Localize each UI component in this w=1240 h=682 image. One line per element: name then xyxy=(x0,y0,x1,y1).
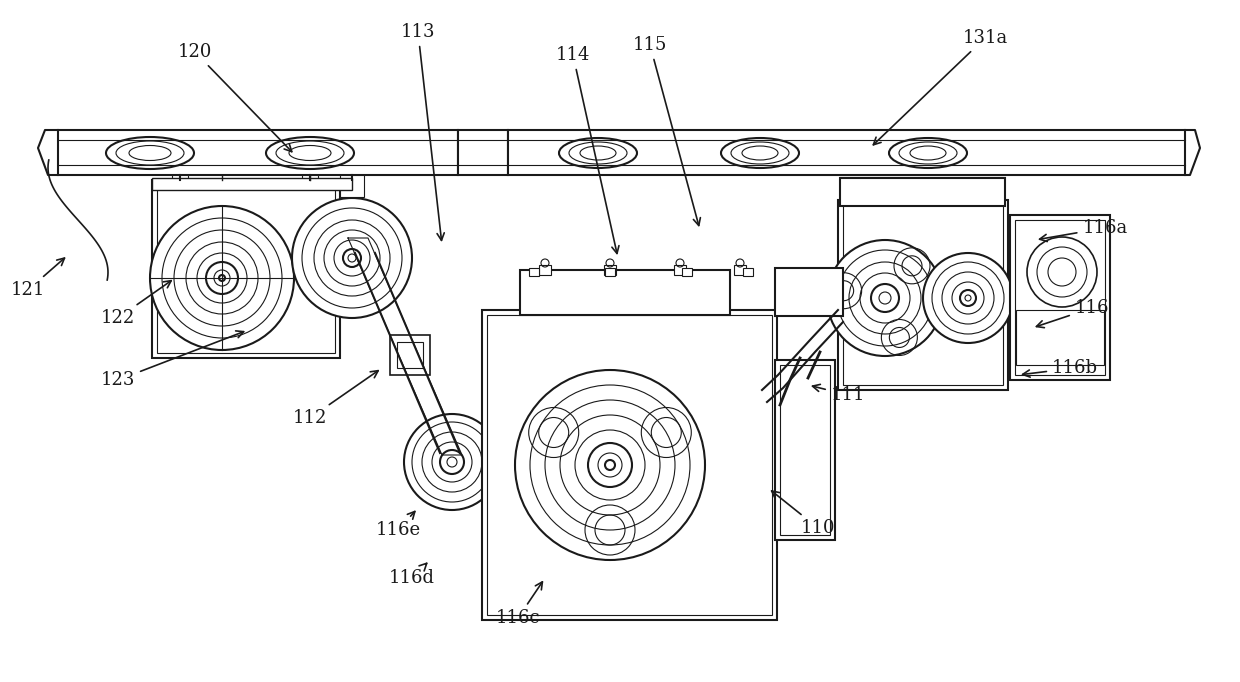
Circle shape xyxy=(150,206,294,350)
Text: 116: 116 xyxy=(1037,299,1110,327)
Text: 121: 121 xyxy=(11,258,64,299)
Bar xyxy=(734,265,746,275)
Text: 115: 115 xyxy=(632,36,701,226)
Bar xyxy=(391,335,430,375)
Circle shape xyxy=(291,198,412,318)
Bar xyxy=(157,185,335,353)
Bar xyxy=(508,130,1185,175)
Bar xyxy=(340,175,365,197)
Circle shape xyxy=(923,253,1013,343)
Ellipse shape xyxy=(105,137,193,169)
Bar xyxy=(303,175,317,187)
Text: 116e: 116e xyxy=(376,512,420,539)
Bar xyxy=(780,365,830,535)
Bar xyxy=(153,180,340,358)
Ellipse shape xyxy=(720,138,799,168)
Bar xyxy=(58,130,458,175)
Circle shape xyxy=(515,370,706,560)
Bar xyxy=(1016,220,1105,375)
Bar xyxy=(482,310,777,620)
Bar xyxy=(172,175,188,187)
Bar xyxy=(775,360,835,540)
Bar xyxy=(1016,310,1104,365)
Text: 112: 112 xyxy=(293,370,378,427)
Text: 111: 111 xyxy=(812,385,866,404)
Bar xyxy=(529,268,539,276)
Text: 113: 113 xyxy=(401,23,444,240)
Text: 116c: 116c xyxy=(496,582,542,627)
Text: 114: 114 xyxy=(556,46,619,254)
Bar xyxy=(397,342,423,368)
Bar xyxy=(487,315,773,615)
Bar xyxy=(675,265,686,275)
Bar xyxy=(743,268,753,276)
Text: 116a: 116a xyxy=(1039,219,1127,241)
Bar xyxy=(605,268,615,276)
Bar xyxy=(775,268,843,316)
Circle shape xyxy=(827,240,942,356)
Bar xyxy=(682,268,692,276)
Text: 120: 120 xyxy=(177,43,291,151)
Bar xyxy=(153,178,352,190)
Bar xyxy=(604,265,616,275)
Text: 116d: 116d xyxy=(389,563,435,587)
Text: 131a: 131a xyxy=(873,29,1008,145)
Circle shape xyxy=(404,414,500,510)
Bar xyxy=(843,205,1003,385)
Bar xyxy=(458,130,508,175)
Ellipse shape xyxy=(889,138,967,168)
Bar xyxy=(839,178,1004,206)
Bar xyxy=(1011,215,1110,380)
Text: 122: 122 xyxy=(100,281,171,327)
Bar xyxy=(539,265,551,275)
Text: 110: 110 xyxy=(771,491,836,537)
Bar xyxy=(520,270,730,315)
Bar xyxy=(838,200,1008,390)
Ellipse shape xyxy=(267,137,353,169)
Ellipse shape xyxy=(559,138,637,168)
Text: 123: 123 xyxy=(100,331,244,389)
Text: 116b: 116b xyxy=(1023,359,1097,377)
